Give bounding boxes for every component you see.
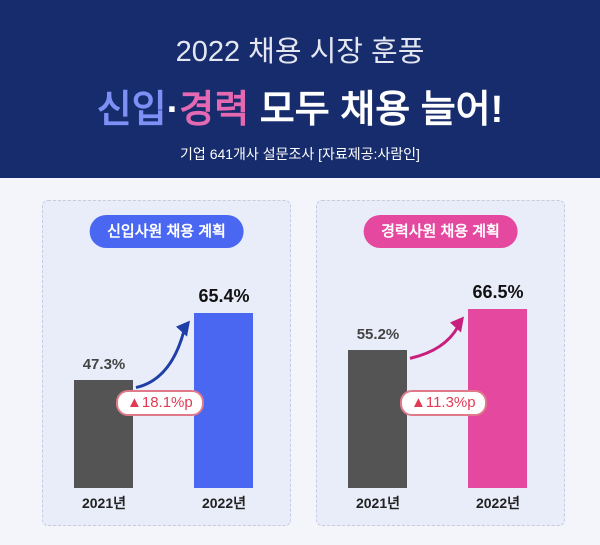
headline-top: 2022 채용 시장 훈풍	[175, 36, 425, 68]
bar-2022년	[194, 312, 253, 488]
headline-main: 신입·경력 모두 채용 늘어!	[0, 78, 600, 133]
change-badge: ▲11.3%p	[400, 390, 487, 416]
chart-title-pill: 경력사원 채용 계획	[363, 215, 518, 248]
x-tick-label: 2022년	[475, 495, 521, 511]
headline-experienced: 경력	[179, 89, 250, 131]
new-hire-chart-panel: 신입사원 채용 계획 47.3% 2021년 65.4% 2022년 ▲18.1%p	[42, 200, 291, 526]
x-tick-label: 2021년	[355, 495, 401, 511]
x-tick-label: 2021년	[81, 495, 127, 511]
value-label: 65.4%	[198, 285, 250, 306]
bar-2021년	[348, 350, 407, 488]
headline-rest: 모두 채용 늘어!	[249, 89, 504, 131]
increase-arrow-icon	[409, 316, 464, 360]
survey-source: 기업 641개사 설문조사 [자료제공:사람인]	[180, 146, 420, 162]
value-label: 55.2%	[356, 326, 400, 344]
headline-separator: ·	[166, 89, 180, 131]
x-tick-label: 2022년	[201, 495, 247, 511]
value-label: 66.5%	[472, 281, 524, 302]
header-banner: 2022 채용 시장 훈풍 신입·경력 모두 채용 늘어! 기업 641개사 설…	[0, 0, 600, 178]
chart-title-pill: 신입사원 채용 계획	[89, 215, 244, 248]
change-badge: ▲18.1%p	[116, 390, 204, 416]
increase-arrow-icon	[135, 320, 190, 390]
value-label: 47.3%	[82, 355, 126, 373]
headline-new-hire: 신입	[96, 89, 167, 131]
experienced-chart-panel: 경력사원 채용 계획 55.2% 2021년 66.5% 2022년 ▲11.3%p	[316, 200, 565, 526]
